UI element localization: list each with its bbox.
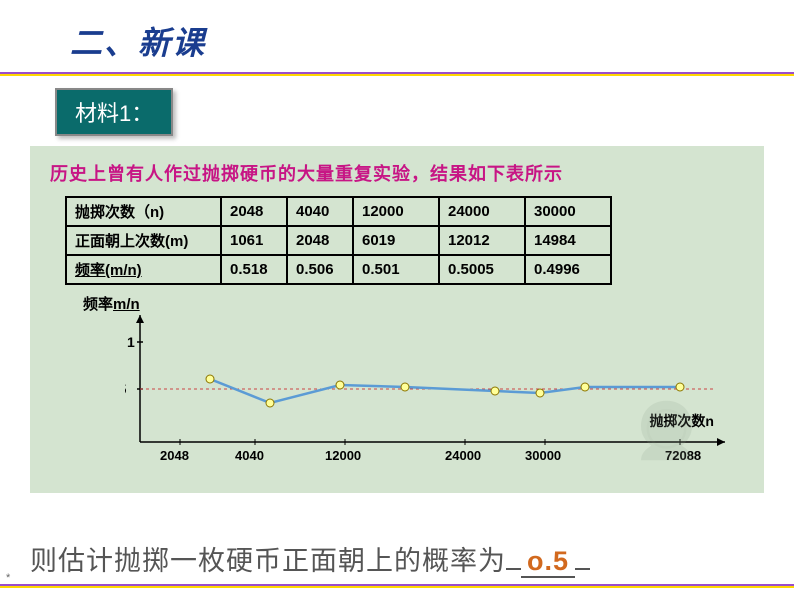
x-tick: 2048	[160, 448, 189, 463]
cell: 0.4996	[525, 255, 611, 284]
cell: 2048	[287, 226, 353, 255]
svg-text:1: 1	[127, 334, 135, 350]
cell: 30000	[525, 197, 611, 226]
cell: 1061	[221, 226, 287, 255]
row-label: 频率(m/n)	[66, 255, 221, 284]
frequency-chart: 频率m/n 抛掷次数n 1 0.5	[65, 293, 744, 483]
content-panel: 历史上曾有人作过抛掷硬币的大量重复实验，结果如下表所示 抛掷次数（n) 2048…	[30, 146, 764, 493]
cell: 0.501	[353, 255, 439, 284]
data-table: 抛掷次数（n) 2048 4040 12000 24000 30000 正面朝上…	[65, 196, 612, 285]
cell: 12012	[439, 226, 525, 255]
cell: 6019	[353, 226, 439, 255]
material-badge: 材料1：	[55, 88, 173, 136]
cell: 0.506	[287, 255, 353, 284]
row-label: 正面朝上次数(m)	[66, 226, 221, 255]
footnote-star: *	[6, 572, 10, 584]
cell: 0.518	[221, 255, 287, 284]
cell: 0.5005	[439, 255, 525, 284]
svg-text:0.5: 0.5	[125, 381, 127, 397]
x-tick: 12000	[325, 448, 361, 463]
divider-top	[0, 72, 794, 76]
cell: 4040	[287, 197, 353, 226]
cell: 24000	[439, 197, 525, 226]
cell: 12000	[353, 197, 439, 226]
header-title: 二、新课	[70, 25, 206, 61]
x-tick: 30000	[525, 448, 561, 463]
x-tick: 4040	[235, 448, 264, 463]
row-label: 抛掷次数（n)	[66, 197, 221, 226]
cell: 2048	[221, 197, 287, 226]
table-row: 正面朝上次数(m) 1061 2048 6019 12012 14984	[66, 226, 611, 255]
panel-title: 历史上曾有人作过抛掷硬币的大量重复实验，结果如下表所示	[50, 160, 744, 186]
table-row: 频率(m/n) 0.518 0.506 0.501 0.5005 0.4996	[66, 255, 611, 284]
cell: 14984	[525, 226, 611, 255]
x-tick: 24000	[445, 448, 481, 463]
slide-header: 二、新课	[0, 0, 794, 64]
watermark-icon	[619, 388, 714, 473]
divider-bottom	[0, 584, 794, 588]
table-row: 抛掷次数（n) 2048 4040 12000 24000 30000	[66, 197, 611, 226]
conclusion-text: 则估计抛掷一枚硬币正面朝上的概率为o.5	[30, 539, 764, 578]
